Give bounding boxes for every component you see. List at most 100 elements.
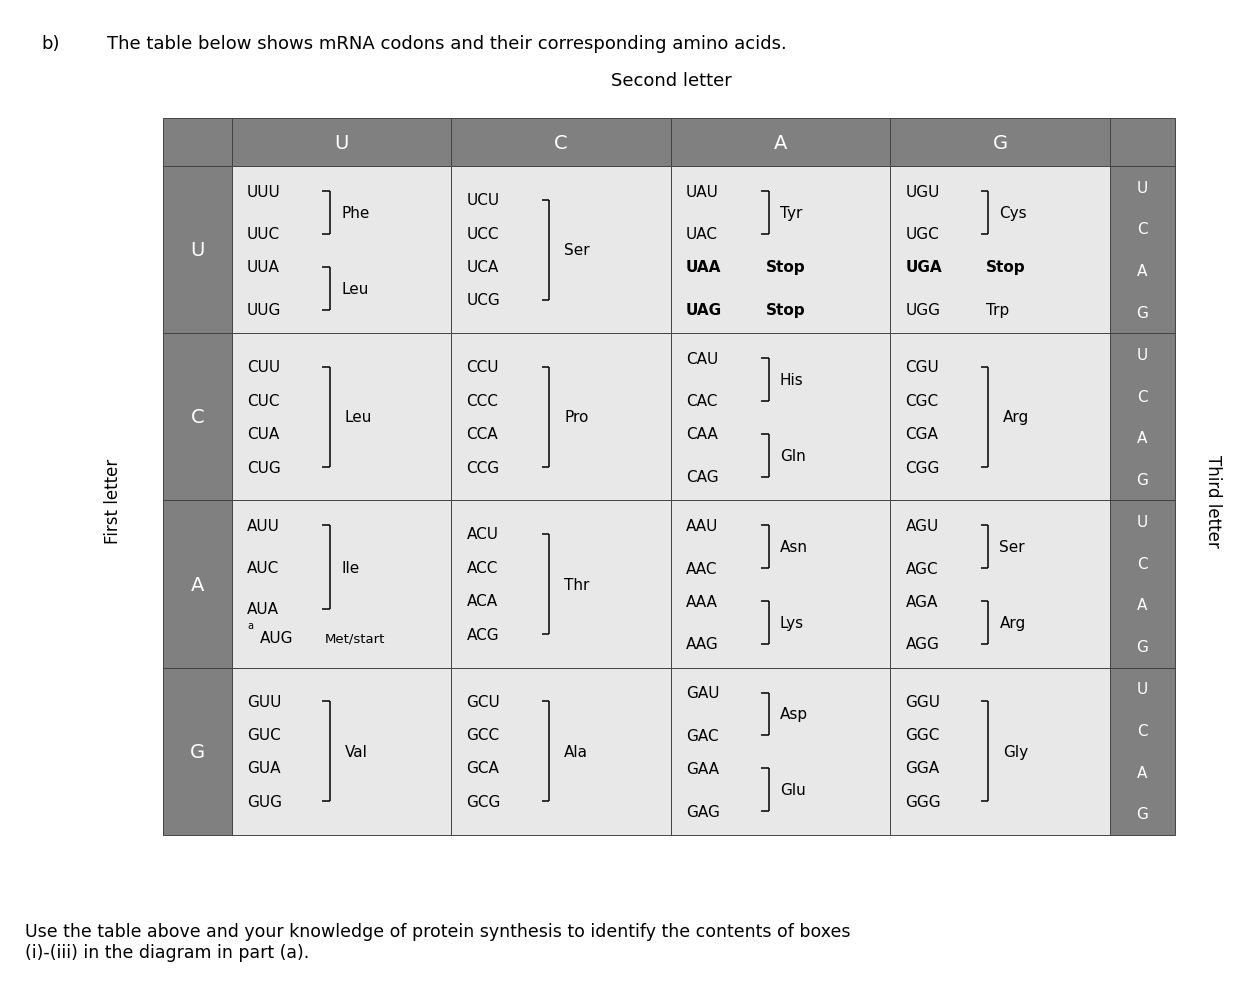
Bar [163, 167, 232, 334]
Text: UUA: UUA [247, 260, 280, 275]
Text: Arg: Arg [1003, 410, 1030, 425]
Text: His: His [780, 373, 804, 388]
Bar [1110, 501, 1175, 668]
Text: Tyr: Tyr [780, 206, 803, 221]
Bar [890, 501, 1110, 668]
Text: Thr: Thr [564, 577, 589, 592]
Text: AUC: AUC [247, 560, 280, 576]
Text: Third letter: Third letter [1204, 454, 1221, 548]
Bar [232, 501, 451, 668]
Text: GGC: GGC [905, 728, 939, 743]
Text: UUU: UUU [247, 184, 281, 200]
Bar [1110, 334, 1175, 501]
Bar [890, 334, 1110, 501]
Text: Arg: Arg [999, 615, 1026, 630]
Text: The table below shows mRNA codons and their corresponding amino acids.: The table below shows mRNA codons and th… [107, 35, 786, 53]
Text: AAG: AAG [686, 637, 719, 652]
Text: GUU: GUU [247, 694, 281, 709]
Bar [671, 167, 890, 334]
Text: GGU: GGU [905, 694, 940, 709]
Text: Leu: Leu [345, 410, 372, 425]
Text: GGG: GGG [905, 794, 940, 809]
Text: CCA: CCA [466, 426, 498, 441]
Bar [451, 167, 671, 334]
Text: UCU: UCU [466, 193, 499, 208]
Text: Phe: Phe [341, 206, 370, 221]
Text: CUA: CUA [247, 426, 280, 441]
Bar [163, 334, 232, 501]
Text: GAG: GAG [686, 804, 720, 819]
Bar [671, 334, 890, 501]
Text: C: C [1137, 389, 1147, 405]
Text: GCG: GCG [466, 794, 500, 809]
Bar [1110, 119, 1175, 167]
Text: AUA: AUA [247, 601, 280, 617]
Text: Gly: Gly [1003, 744, 1028, 759]
Text: UAC: UAC [686, 227, 719, 243]
Text: AGU: AGU [905, 518, 939, 534]
Text: Pro: Pro [564, 410, 588, 425]
Text: A: A [1137, 597, 1147, 613]
Text: G: G [1136, 806, 1149, 822]
Bar [671, 501, 890, 668]
Text: Gln: Gln [780, 448, 806, 463]
Text: AGC: AGC [905, 561, 938, 577]
Text: GAU: GAU [686, 685, 720, 701]
Text: C: C [1137, 556, 1147, 572]
Bar [232, 119, 451, 167]
Text: Lys: Lys [780, 615, 804, 630]
Text: AGA: AGA [905, 594, 938, 609]
Bar [232, 167, 451, 334]
Text: C: C [1137, 222, 1147, 238]
Bar [232, 668, 451, 835]
Text: GUA: GUA [247, 760, 281, 775]
Text: GCC: GCC [466, 728, 499, 743]
Text: CGC: CGC [905, 394, 938, 409]
Text: UUG: UUG [247, 303, 281, 318]
Text: GAC: GAC [686, 728, 719, 744]
Text: UAG: UAG [686, 303, 722, 318]
Text: Asp: Asp [780, 707, 808, 722]
Text: UCA: UCA [466, 259, 499, 274]
Text: U: U [335, 133, 349, 153]
Text: CAA: CAA [686, 427, 717, 442]
Text: Asn: Asn [780, 540, 808, 555]
Bar [232, 334, 451, 501]
Text: GCA: GCA [466, 760, 499, 775]
Text: Leu: Leu [341, 281, 369, 296]
Text: UCG: UCG [466, 293, 500, 308]
Text: AUU: AUU [247, 518, 280, 534]
Text: G: G [1136, 639, 1149, 655]
Bar [163, 668, 232, 835]
Text: CGA: CGA [905, 426, 938, 441]
Text: AUG: AUG [260, 630, 293, 646]
Text: ACG: ACG [466, 627, 499, 642]
Text: CUU: CUU [247, 360, 280, 375]
Text: First letter: First letter [104, 458, 122, 544]
Text: UGU: UGU [905, 184, 939, 200]
Text: C: C [1137, 723, 1147, 739]
Text: b): b) [41, 35, 60, 53]
Text: CAC: CAC [686, 394, 717, 410]
Text: A: A [191, 575, 204, 594]
Text: GGA: GGA [905, 760, 939, 775]
Bar [163, 501, 232, 668]
Text: U: U [1137, 347, 1147, 363]
Text: AAU: AAU [686, 518, 719, 534]
Text: Stop: Stop [766, 260, 806, 275]
Text: A: A [774, 133, 788, 153]
Text: A: A [1137, 263, 1147, 279]
Text: Ser: Ser [564, 243, 589, 258]
Text: A: A [1137, 430, 1147, 446]
Text: CAG: CAG [686, 470, 719, 485]
Text: AAC: AAC [686, 561, 717, 577]
Text: Ser: Ser [999, 540, 1025, 555]
Text: Cys: Cys [999, 206, 1027, 221]
Text: CUC: CUC [247, 394, 280, 409]
Text: CCU: CCU [466, 360, 499, 375]
Bar [451, 501, 671, 668]
Text: Stop: Stop [766, 303, 806, 318]
Bar [451, 119, 671, 167]
Text: CGG: CGG [905, 460, 939, 475]
Text: Stop: Stop [986, 260, 1026, 275]
